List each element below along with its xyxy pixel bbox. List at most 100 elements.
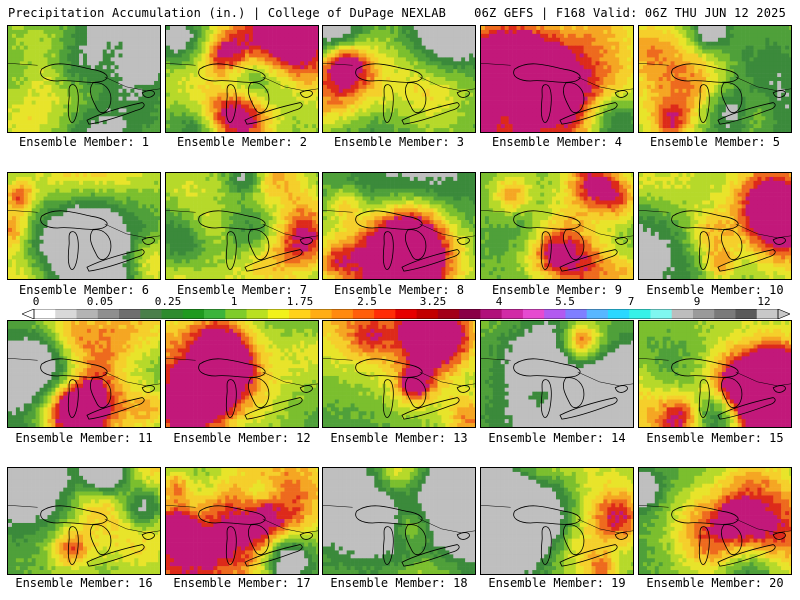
member-map-3 [322,25,476,133]
colorbar-swatch [34,309,56,319]
colorbar-swatch [735,309,758,319]
member-map-7 [165,172,319,280]
colorbar-swatch [437,309,460,319]
great-lakes-outline [481,358,633,420]
colorbar-swatch [522,309,545,319]
colorbar-max-arrow [777,309,790,319]
precip-field [481,468,633,574]
great-lakes-outline [8,505,160,567]
colorbar-swatch [182,309,205,319]
member-map-15 [638,320,792,428]
member-map-10 [638,172,792,280]
great-lakes-outline [481,505,633,567]
colorbar-swatch [119,309,141,319]
member-map-4 [480,25,634,133]
member-map-6 [7,172,161,280]
colorbar-swatch [501,309,524,319]
member-caption-19: Ensemble Member: 19 [479,576,635,590]
member-caption-1: Ensemble Member: 1 [6,135,162,149]
member-caption-17: Ensemble Member: 17 [164,576,320,590]
colorbar-swatch [310,309,332,319]
member-map-14 [480,320,634,428]
member-map-17 [165,467,319,575]
colorbar-swatch [161,309,184,319]
member-map-8 [322,172,476,280]
member-map-2 [165,25,319,133]
precip-field [8,173,160,279]
colorbar-swatch [714,309,736,319]
colorbar-tick-label: 3.25 [420,295,447,308]
colorbar-swatch [629,309,651,319]
colorbar-swatch [267,309,290,319]
great-lakes-outline [8,63,160,125]
member-caption-16: Ensemble Member: 16 [6,576,162,590]
great-lakes-outline [8,210,160,272]
colorbar-tick-label: 7 [628,295,635,308]
colorbar-swatch [607,309,630,319]
colorbar-swatch [544,309,566,319]
member-caption-7: Ensemble Member: 7 [164,283,320,297]
colorbar-swatch [76,309,99,319]
precip-field [323,468,475,574]
colorbar-tick-label: 0.25 [155,295,182,308]
member-caption-14: Ensemble Member: 14 [479,431,635,445]
precip-field [8,321,160,427]
member-caption-3: Ensemble Member: 3 [321,135,477,149]
great-lakes-outline [639,358,791,420]
colorbar-swatch [395,309,418,319]
colorbar-swatch [586,309,609,319]
colorbar-swatch [331,309,354,319]
colorbar-swatch [416,309,439,319]
colorbar-swatch [55,309,77,319]
colorbar-swatch [140,309,162,319]
great-lakes-outline [166,210,318,272]
precip-field [639,173,791,279]
member-caption-5: Ensemble Member: 5 [637,135,793,149]
map-title: Precipitation Accumulation (in.) | Colle… [8,6,446,20]
precip-field [166,321,318,427]
great-lakes-outline [639,210,791,272]
colorbar-swatch [204,309,226,319]
great-lakes-outline [323,210,475,272]
colorbar-labels: 0 0.05 0.25 1 1.75 2.5 3.25 4 5.5 7 9 12 [0,295,800,308]
precip-field [481,321,633,427]
member-map-13 [322,320,476,428]
colorbar-border [33,309,779,319]
colorbar-swatch [671,309,694,319]
member-caption-8: Ensemble Member: 8 [321,283,477,297]
member-map-5 [638,25,792,133]
member-map-19 [480,467,634,575]
great-lakes-outline [166,358,318,420]
great-lakes-outline [323,63,475,125]
precip-field [8,26,160,132]
great-lakes-outline [639,505,791,567]
member-map-1 [7,25,161,133]
member-caption-18: Ensemble Member: 18 [321,576,477,590]
colorbar-tick-label: 5.5 [555,295,575,308]
precip-colorbar [22,309,790,319]
member-map-16 [7,467,161,575]
colorbar-swatch [565,309,588,319]
member-map-18 [322,467,476,575]
member-caption-20: Ensemble Member: 20 [637,576,793,590]
member-caption-15: Ensemble Member: 15 [637,431,793,445]
member-caption-2: Ensemble Member: 2 [164,135,320,149]
precip-field [481,26,633,132]
member-map-20 [638,467,792,575]
precip-field [166,26,318,132]
colorbar-swatch [352,309,375,319]
colorbar-swatch [692,309,715,319]
precip-field [323,321,475,427]
colorbar-tick-label: 9 [694,295,701,308]
colorbar-tick-label: 12 [757,295,770,308]
precip-field [639,321,791,427]
great-lakes-outline [8,358,160,420]
member-caption-9: Ensemble Member: 9 [479,283,635,297]
member-caption-13: Ensemble Member: 13 [321,431,477,445]
colorbar-tick-label: 1 [231,295,238,308]
great-lakes-outline [481,210,633,272]
member-caption-12: Ensemble Member: 12 [164,431,320,445]
colorbar-swatch [756,309,779,319]
colorbar-swatch [374,309,396,319]
great-lakes-outline [323,358,475,420]
